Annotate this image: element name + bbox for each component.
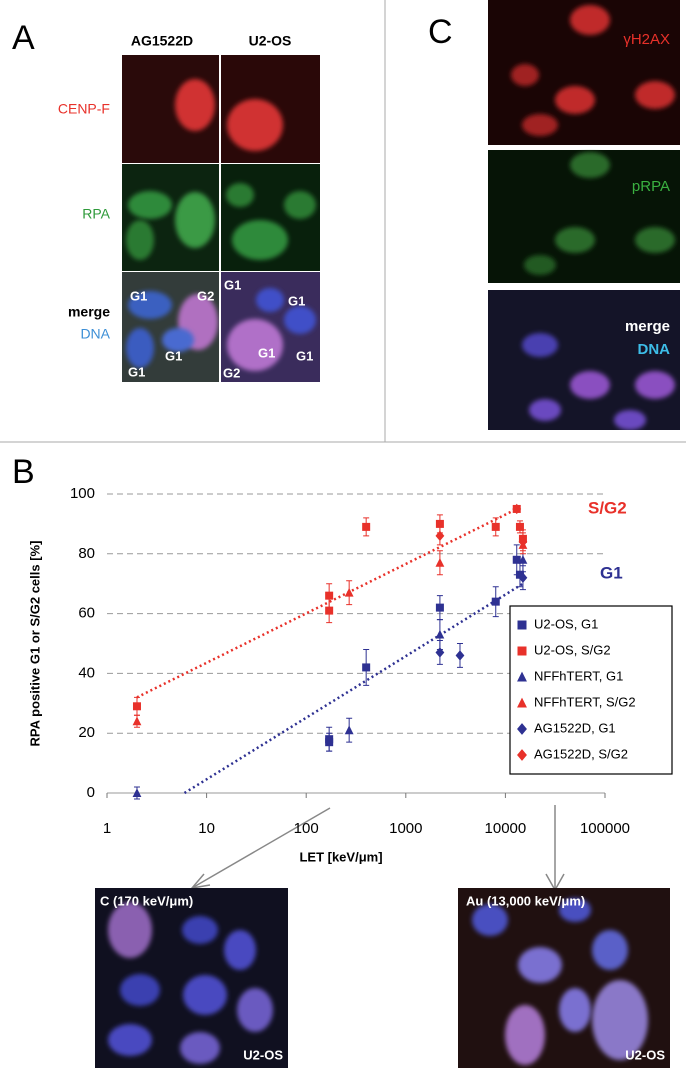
cell-label: G2 (223, 365, 240, 380)
x-tick-label: 100 (294, 820, 319, 837)
marker (435, 557, 445, 567)
y-tick-label: 100 (70, 485, 95, 502)
marker (344, 587, 354, 597)
marker (518, 554, 528, 564)
row-label: DNA (638, 341, 671, 358)
micrograph (221, 55, 320, 382)
legend-label: U2-OS, G1 (534, 616, 598, 631)
annotation: S/G2 (588, 498, 627, 517)
image-label: U2-OS (243, 1047, 283, 1062)
legend-label: NFFhTERT, S/G2 (534, 694, 636, 709)
column-header: AG1522D (131, 33, 193, 49)
marker (518, 572, 528, 583)
micrograph (122, 55, 219, 382)
cell-label: G1 (165, 348, 182, 363)
marker (435, 629, 445, 639)
arrow-head (190, 873, 211, 890)
y-axis-title: RPA positive G1 or S/G2 cells [%] (27, 541, 42, 747)
x-tick-label: 10000 (485, 820, 527, 837)
image-label: U2-OS (625, 1047, 665, 1062)
column-header: U2-OS (249, 33, 292, 49)
cell-label: G1 (296, 348, 313, 363)
x-tick-label: 100000 (580, 820, 630, 837)
cell-label: G1 (224, 277, 241, 292)
micrograph (95, 888, 288, 1068)
marker (491, 522, 500, 531)
image-title: C (170 keV/μm) (100, 893, 193, 908)
cell-label: G1 (130, 288, 147, 303)
cell-label: G1 (288, 293, 305, 308)
arrow (191, 807, 331, 889)
marker (435, 519, 444, 528)
legend-label: U2-OS, S/G2 (534, 642, 611, 657)
marker (325, 735, 334, 744)
marker (344, 725, 354, 735)
y-tick-label: 60 (78, 605, 95, 622)
marker (435, 647, 445, 658)
panel-label: A (12, 19, 35, 57)
row-label: CENP-F (58, 101, 110, 117)
row-label: RPA (82, 206, 110, 222)
micrograph (458, 888, 670, 1068)
cell-label: G1 (258, 345, 275, 360)
marker (435, 603, 444, 612)
y-tick-label: 40 (78, 664, 95, 681)
legend-box (509, 605, 673, 775)
cell-label: G1 (128, 364, 145, 379)
marker (435, 530, 445, 542)
row-label: γH2AX (623, 31, 670, 48)
y-tick-label: 20 (78, 724, 95, 741)
annotation: G1 (600, 563, 623, 582)
legend-marker (517, 723, 527, 735)
marker (362, 663, 371, 672)
marker (515, 522, 524, 531)
legend-marker (517, 671, 527, 682)
marker (325, 591, 334, 600)
panel-label: C (428, 13, 453, 51)
legend-label: AG1522D, G1 (534, 720, 616, 735)
legend-marker (517, 697, 527, 708)
trend-line (183, 582, 524, 795)
y-tick-label: 80 (78, 545, 95, 562)
marker (132, 716, 142, 726)
row-label: merge (68, 304, 110, 320)
legend-marker (517, 646, 527, 656)
x-tick-label: 1000 (389, 820, 422, 837)
row-label: DNA (80, 326, 110, 342)
y-tick-label: 0 (87, 784, 95, 801)
marker (325, 606, 334, 615)
legend-label: NFFhTERT, G1 (534, 668, 623, 683)
row-label: pRPA (632, 178, 670, 195)
marker (512, 503, 522, 515)
panel-label: B (12, 453, 35, 491)
image-title: Au (13,000 keV/μm) (466, 893, 585, 908)
marker (132, 702, 141, 711)
legend-label: AG1522D, S/G2 (534, 746, 628, 761)
marker (512, 555, 521, 564)
marker (518, 536, 528, 548)
legend-marker (517, 749, 527, 761)
marker (362, 522, 371, 531)
marker (515, 570, 524, 579)
marker (455, 650, 465, 661)
trend-line (136, 507, 518, 699)
marker (491, 597, 500, 606)
marker (132, 788, 142, 797)
x-tick-label: 10 (198, 820, 215, 837)
row-label: merge (625, 318, 670, 335)
legend-marker (517, 620, 527, 630)
micrograph (488, 0, 680, 430)
x-tick-label: 1 (103, 820, 111, 837)
x-axis-title: LET [keV/μm] (299, 849, 382, 864)
cell-label: G2 (197, 288, 214, 303)
